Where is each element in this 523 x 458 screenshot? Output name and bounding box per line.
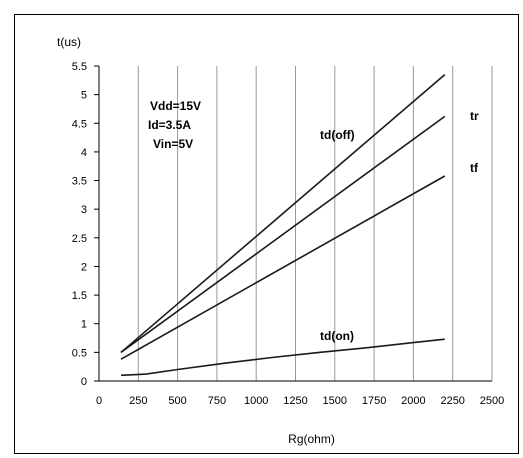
condition-label: Id=3.5A <box>148 118 191 132</box>
y-tick-label: 3 <box>81 204 87 216</box>
x-tick-label: 500 <box>168 395 186 407</box>
y-tick-label: 4 <box>81 147 87 159</box>
chart-frame: 0 0.5 1 1.5 2 2.5 3 3.5 4 4.5 5 5.5 0 250 500 750 1000 12… <box>14 14 519 454</box>
switching-time-chart: 0 0.5 1 1.5 2 2.5 3 3.5 4 4.5 5 5.5 0 250 500 750 1000 12… <box>57 35 504 446</box>
x-tick-label: 2250 <box>440 395 464 407</box>
y-tick-label: 2.5 <box>72 233 87 245</box>
series-line-td-off <box>120 73 446 354</box>
axes <box>94 65 492 382</box>
x-tick-label: 250 <box>129 395 147 407</box>
x-tick-label: 750 <box>208 395 226 407</box>
series-label-td-on: td(on) <box>320 329 354 343</box>
x-axis-label: Rg(ohm) <box>288 432 335 446</box>
x-tick-label: 1500 <box>323 395 347 407</box>
series-label-tr: tr <box>470 109 479 123</box>
series-line-tr <box>120 115 446 354</box>
x-tick-label: 1750 <box>362 395 386 407</box>
series-label-tf: tf <box>470 161 479 175</box>
condition-label: Vdd=15V <box>150 99 201 113</box>
series-line-tf <box>120 175 446 360</box>
x-tick-label: 0 <box>96 395 102 407</box>
labels: 0 0.5 1 1.5 2 2.5 3 3.5 4 4.5 5 5.5 0 250 500 750 1000 12… <box>57 35 504 446</box>
y-tick-label: 3.5 <box>72 176 87 188</box>
y-tick-label: 5 <box>81 90 87 102</box>
y-tick-label: 0 <box>81 376 87 388</box>
y-axis-label: t(us) <box>57 35 81 49</box>
y-tick-label: 0.5 <box>72 347 87 359</box>
grid <box>137 66 493 381</box>
x-tick-label: 2500 <box>480 395 504 407</box>
y-tick-label: 5.5 <box>72 61 87 73</box>
y-tick-label: 1 <box>81 319 87 331</box>
x-tick-label: 1000 <box>244 395 268 407</box>
y-tick-label: 2 <box>81 261 87 273</box>
condition-label: Vin=5V <box>153 137 193 151</box>
y-tick-label: 4.5 <box>72 118 87 130</box>
x-tick-label: 1250 <box>283 395 307 407</box>
y-tick-label: 1.5 <box>72 290 87 302</box>
series-label-td-off: td(off) <box>320 128 355 142</box>
series-line-td-on <box>120 338 445 377</box>
x-tick-label: 2000 <box>401 395 425 407</box>
series-lines <box>120 73 446 377</box>
